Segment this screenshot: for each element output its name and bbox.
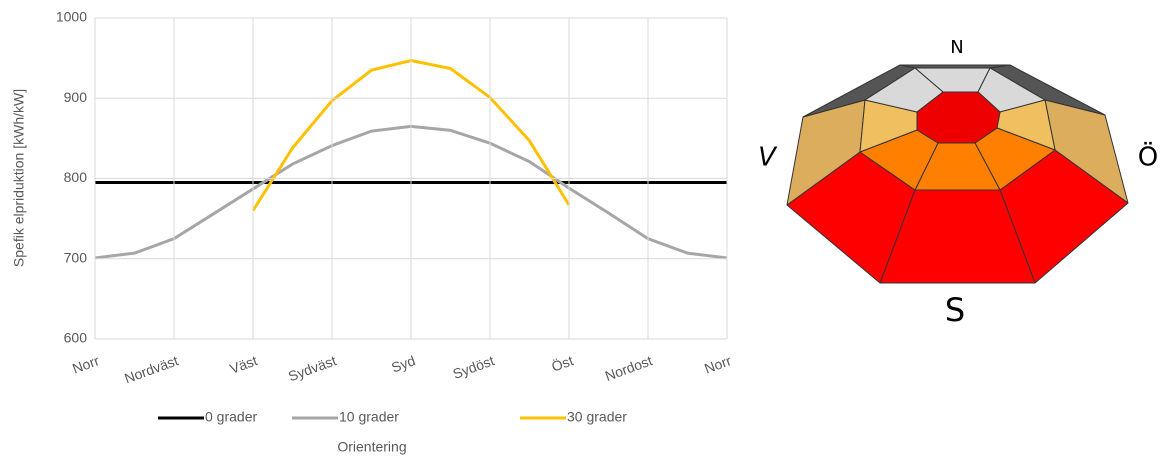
legend-label: 0 grader: [205, 409, 257, 425]
x-tick-label: Nordost: [603, 352, 655, 384]
x-tick-label: Syd: [389, 352, 417, 375]
y-tick-label: 800: [64, 169, 88, 185]
roof-top: [916, 91, 1001, 144]
x-tick-label: Nordväst: [122, 352, 180, 386]
x-axis-label: Orientering: [337, 439, 406, 455]
x-tick-label: Sydöst: [451, 352, 497, 382]
y-axis-label: Spefik elpriduktion [kWh/kW]: [11, 89, 27, 267]
y-tick-label: 700: [64, 249, 88, 265]
legend-label: 10 grader: [339, 409, 399, 425]
compass-north: N: [950, 37, 963, 58]
x-tick-label: Norr: [70, 352, 101, 376]
y-tick-label: 600: [64, 330, 88, 346]
x-tick-label: Väst: [227, 352, 259, 377]
roof-diagram: [786, 64, 1129, 284]
y-tick-label: 1000: [56, 9, 87, 25]
legend-label: 30 grader: [567, 409, 627, 425]
x-tick-label: Öst: [549, 351, 575, 374]
x-tick-label: Sydväst: [286, 352, 338, 384]
y-tick-label: 900: [64, 89, 88, 105]
compass-east: Ö: [1138, 141, 1158, 173]
compass-west: V: [758, 143, 778, 173]
x-tick-label: Norr: [702, 352, 733, 376]
compass-south: S: [945, 291, 965, 329]
